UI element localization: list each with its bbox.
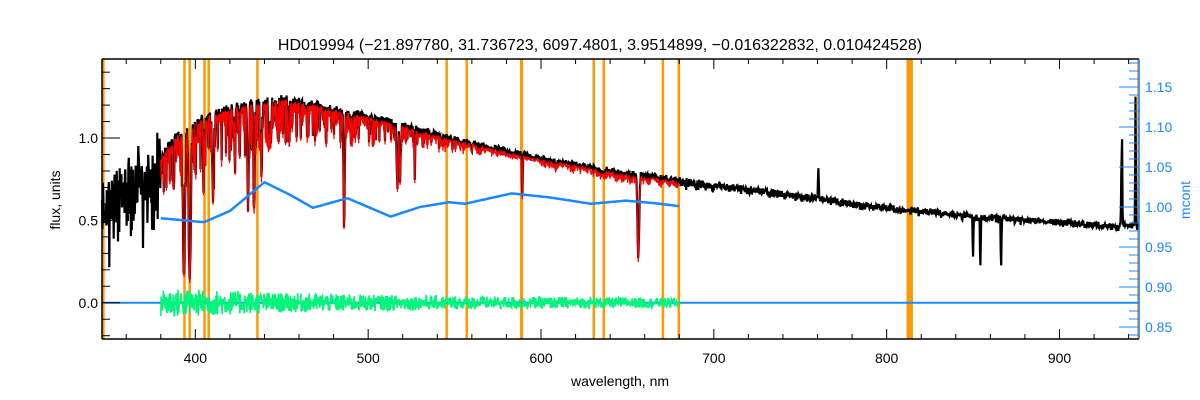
y-right-tick-label: 1.00 [1145,199,1172,215]
x-tick-label: 600 [529,350,553,366]
y-tick-label: 1.0 [79,130,99,146]
mask-band [188,59,191,339]
chart-title: HD019994 (−21.897780, 31.736723, 6097.48… [278,37,922,54]
y-right-tick-label: 1.15 [1145,79,1172,95]
mask-band [519,59,524,339]
mask-band [256,59,259,339]
y-right-tick-label: 0.95 [1145,239,1172,255]
y-axis-label: flux, units [47,170,63,229]
mask-band [207,59,210,339]
y-right-tick-label: 0.85 [1145,319,1172,335]
x-tick-label: 800 [875,350,899,366]
mask-band [465,59,468,339]
mask-band [203,59,206,339]
y-tick-label: 0.5 [79,212,99,228]
mask-band [592,59,596,339]
mask-band [445,59,448,339]
residuals-line [160,289,681,318]
y-tick-label: 0.0 [79,295,99,311]
x-axis-label: wavelength, nm [570,373,669,389]
axes: 400 500 600 700 800 900 0.0 0.5 1.0 0.85 0.90 0.95 1… [79,58,1172,366]
mcont-line [160,180,680,224]
y-right-tick-label: 0.90 [1145,279,1172,295]
x-tick-label: 500 [356,350,380,366]
mask-band [677,59,681,339]
masked-regions [102,59,1140,339]
x-tick-label: 900 [1048,350,1072,366]
y-right-tick-label: 1.05 [1145,159,1172,175]
mask-band [661,59,665,339]
plot-series [100,95,1141,318]
y-right-axis-label: mcont [1177,181,1193,219]
x-tick-label: 400 [184,350,208,366]
model-spectrum-line [160,99,680,284]
mask-band [602,59,606,339]
mask-band [906,59,913,339]
y-right-tick-label: 1.10 [1145,119,1172,135]
x-tick-label: 700 [702,350,726,366]
